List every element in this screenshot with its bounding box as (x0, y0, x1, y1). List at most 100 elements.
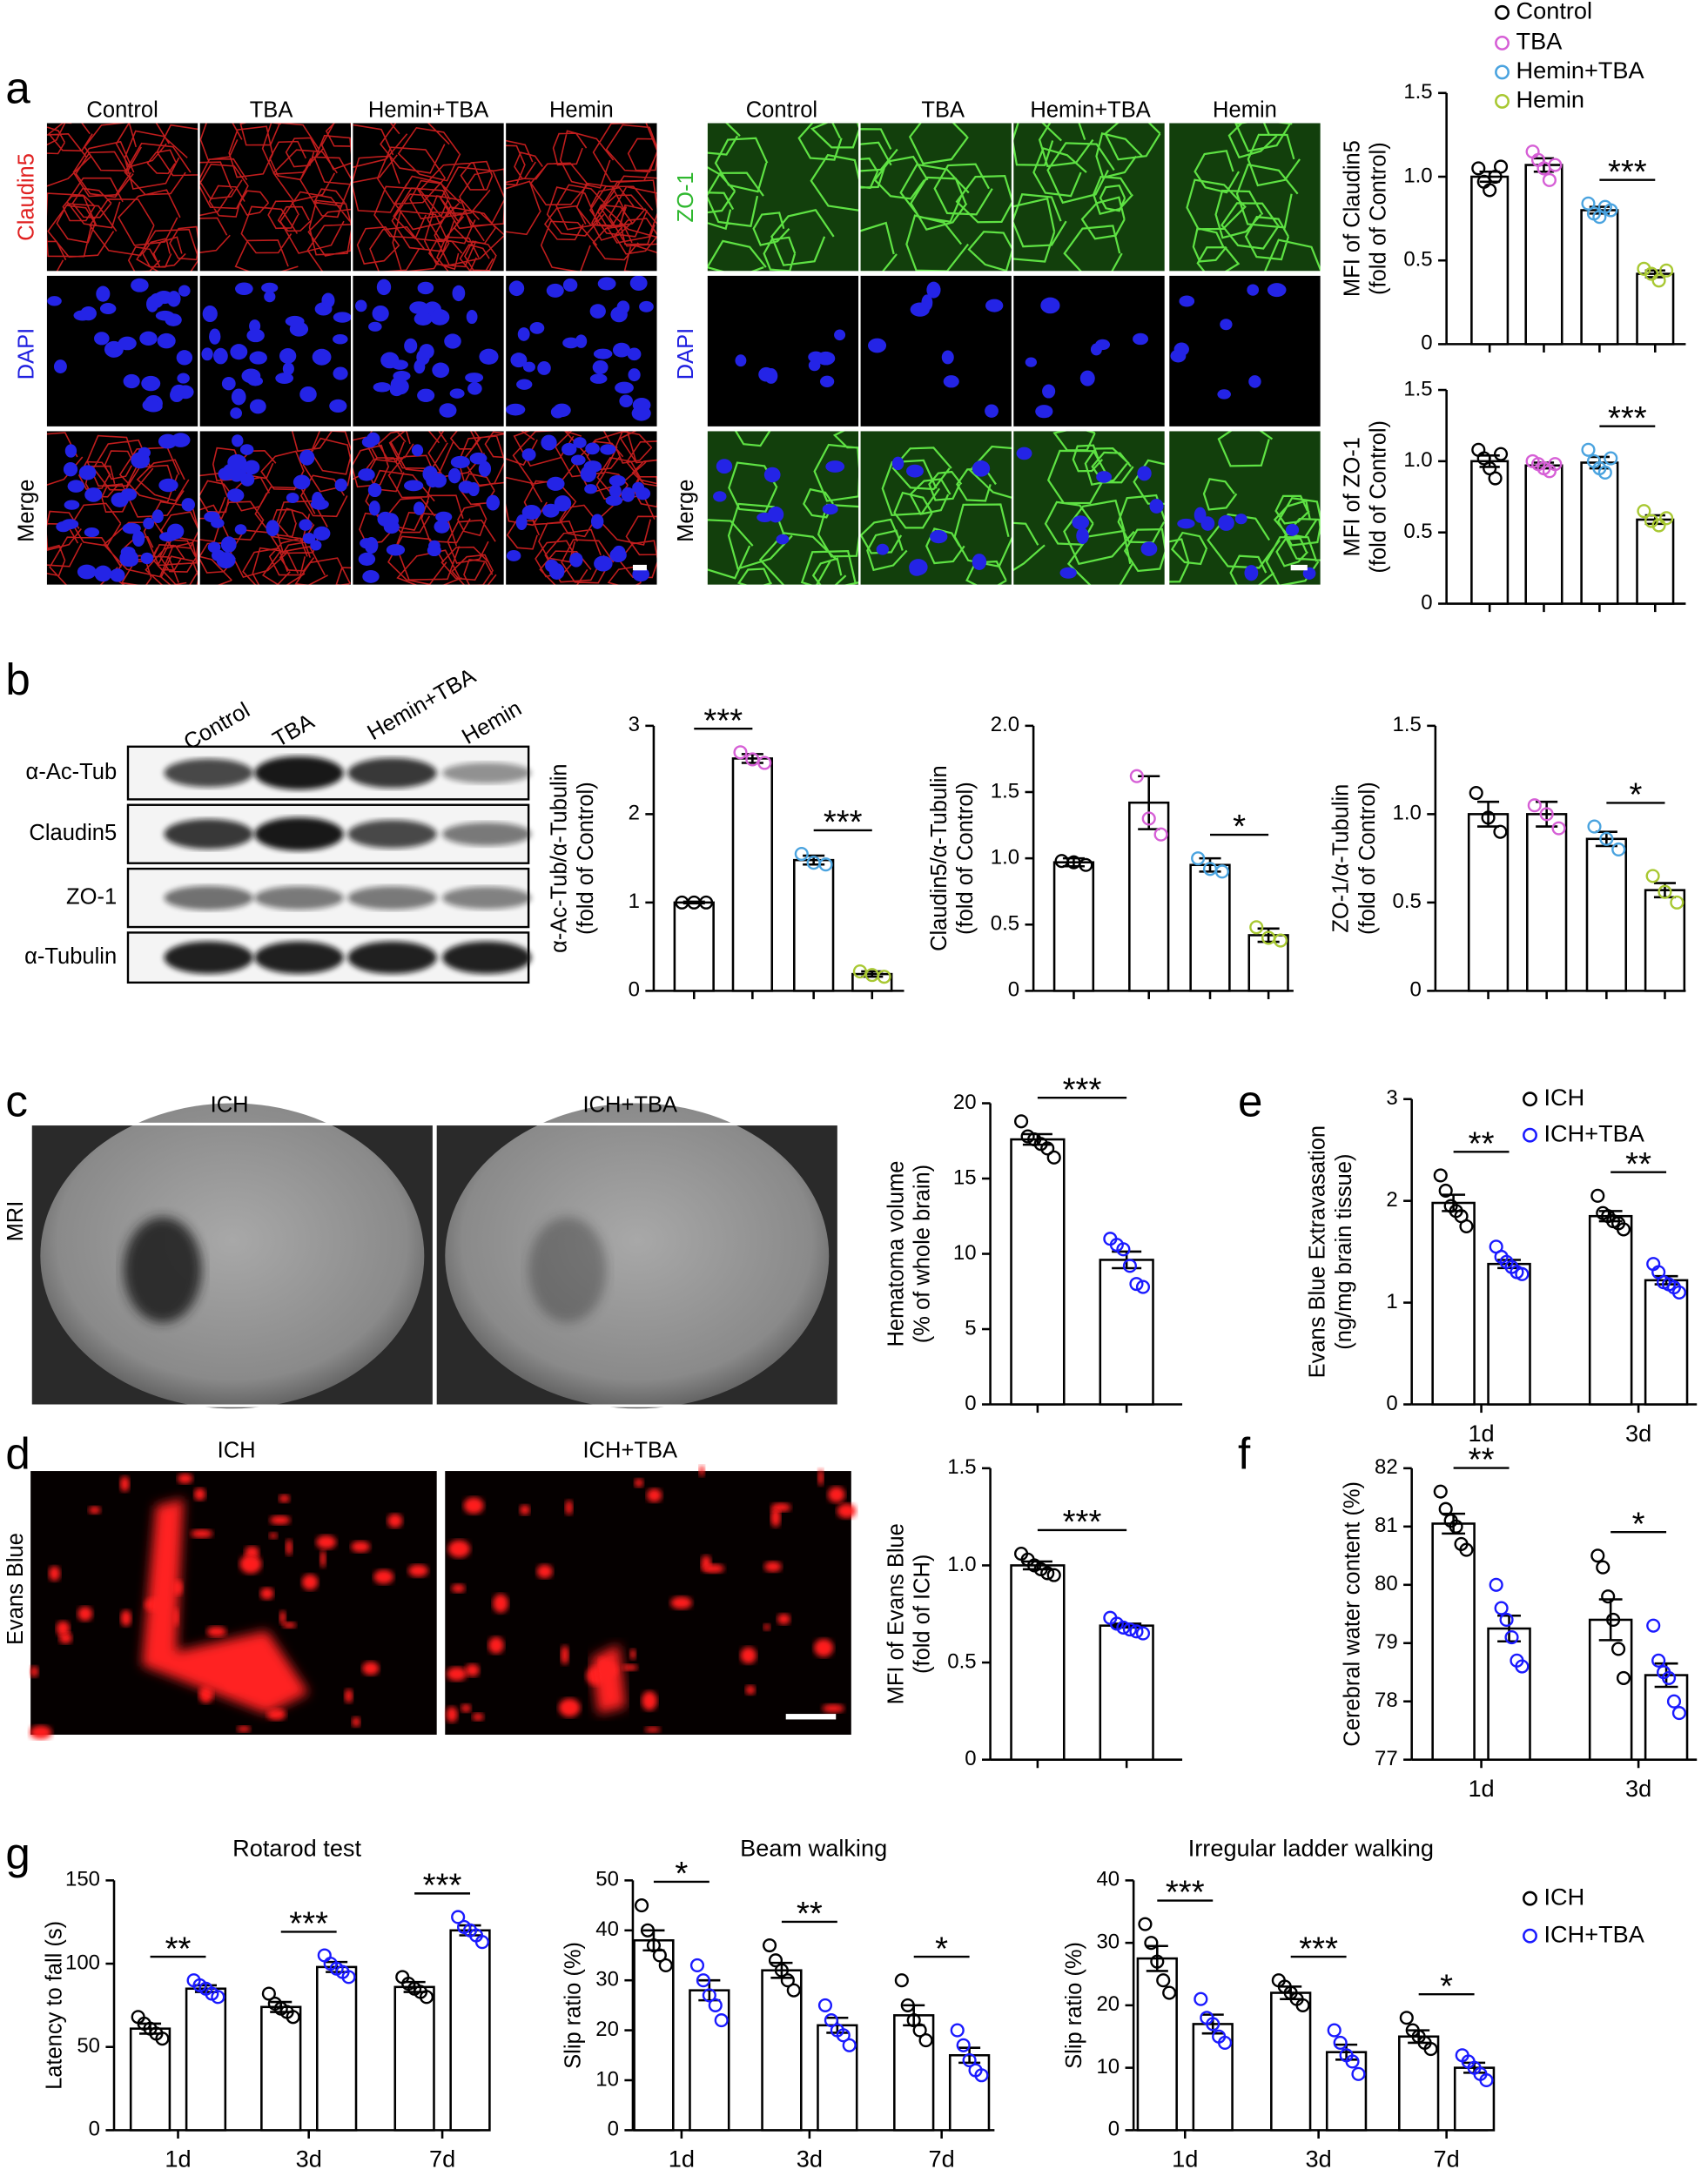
nucleus (414, 501, 425, 515)
significance-label: *** (1063, 1503, 1102, 1541)
data-point (1014, 1114, 1029, 1129)
nucleus (612, 545, 626, 560)
nucleus (431, 473, 447, 488)
panel-letter: f (1238, 1429, 1251, 1479)
significance-label: ** (1469, 1441, 1495, 1479)
data-point (634, 1898, 649, 1913)
nucleus (546, 283, 564, 298)
dye-spot (120, 1609, 132, 1627)
micrograph (198, 273, 353, 429)
nucleus (240, 473, 255, 487)
chart: 0 10 20 30 40 Slip ratio (%) Irregular ladder … (1062, 1835, 1645, 2173)
data-point (211, 1990, 225, 2005)
nucleus (411, 444, 424, 457)
data-point (1153, 827, 1168, 842)
micrograph (44, 429, 200, 588)
legend-label: TBA (1516, 28, 1563, 55)
significance-label: * (1629, 776, 1642, 814)
data-point (1597, 465, 1612, 480)
panel-letter: g (5, 1829, 30, 1878)
micrograph-bg (706, 122, 860, 272)
data-point (1599, 831, 1614, 846)
nucleus (1285, 523, 1300, 536)
dye-spot (558, 1698, 581, 1717)
y-tick-label: 81 (1375, 1514, 1398, 1537)
dye-spot (48, 1566, 61, 1582)
nucleus (235, 282, 253, 296)
bar (1189, 863, 1231, 992)
x-tick-label: 1d (1172, 2146, 1198, 2173)
micrograph-frame (1167, 121, 1323, 273)
nucleus (619, 394, 633, 407)
data-point (1459, 1542, 1474, 1557)
data-point (1548, 457, 1563, 472)
dye-spot (745, 1685, 756, 1696)
column-label: Control (86, 97, 158, 122)
dye-spot (770, 1508, 781, 1528)
nucleus (605, 495, 623, 507)
image-layer (29, 121, 1323, 1740)
y-axis-label: Slip ratio (%) (1062, 1942, 1086, 2069)
nucleus (1140, 541, 1158, 556)
row-label: Claudin5 (29, 821, 117, 845)
data-point (1671, 1706, 1686, 1721)
nucleus (211, 518, 225, 528)
nucleus (600, 444, 616, 455)
data-point (1138, 1917, 1153, 1931)
dye-spot (763, 1561, 782, 1573)
y-axis-label: MFI of ZO-1 (1340, 437, 1364, 556)
dye-spot (351, 1541, 371, 1553)
dye-spot (301, 1574, 319, 1590)
nucleus (84, 527, 100, 538)
data-point (1611, 1642, 1626, 1656)
y-tick-label: 20 (1096, 1992, 1120, 2016)
nucleus (362, 570, 380, 583)
x-tick-label: 1d (1468, 1420, 1494, 1447)
mri-frame (434, 1122, 841, 1407)
y-tick-label: 0 (1008, 978, 1019, 1002)
data-point (640, 1923, 656, 1938)
significance-label: *** (1063, 1071, 1102, 1108)
data-point (1345, 2054, 1360, 2069)
y-tick-label: 1.0 (1393, 802, 1422, 825)
nucleus (486, 494, 500, 511)
micrograph (705, 273, 861, 429)
row-label: DAPI (674, 328, 698, 380)
bar (1431, 1201, 1476, 1406)
evans-image (30, 1471, 437, 1740)
nucleus (1170, 349, 1187, 363)
dye-spot (362, 1662, 380, 1676)
nucleus (154, 291, 174, 305)
micrograph (1011, 121, 1167, 273)
dye-spot (269, 1515, 291, 1525)
bar (1467, 813, 1510, 992)
data-point (852, 964, 867, 979)
nucleus (444, 333, 461, 349)
y-tick-label: 0 (1421, 332, 1432, 355)
nucleus (201, 347, 213, 361)
micrograph-frame (1167, 273, 1323, 429)
nucleus (111, 492, 129, 507)
data-point (1651, 273, 1666, 288)
nucleus (140, 552, 154, 565)
nucleus (479, 348, 499, 365)
nucleus (985, 299, 1004, 312)
nucleus (249, 351, 267, 365)
nucleus (221, 377, 236, 391)
dye-spot (269, 1532, 278, 1539)
y-tick-label: 50 (77, 2034, 100, 2058)
legend-label: ICH (1543, 1883, 1584, 1910)
data-point (950, 2023, 965, 2038)
data-point (1515, 1266, 1530, 1281)
nucleus (615, 381, 634, 394)
nucleus (943, 375, 959, 388)
dye-spot (316, 1535, 337, 1549)
data-point (1135, 1626, 1151, 1641)
nucleus (465, 373, 484, 383)
data-point (1156, 1973, 1171, 1988)
data-point (658, 1958, 673, 1973)
chart: 0 0.5 1.0 1.5 2.0 Claudin5/α-Tubulin (fold of … (927, 713, 1294, 1002)
significance-label: * (1440, 1967, 1453, 2005)
nucleus (449, 388, 465, 399)
panel-letter: c (5, 1077, 28, 1126)
